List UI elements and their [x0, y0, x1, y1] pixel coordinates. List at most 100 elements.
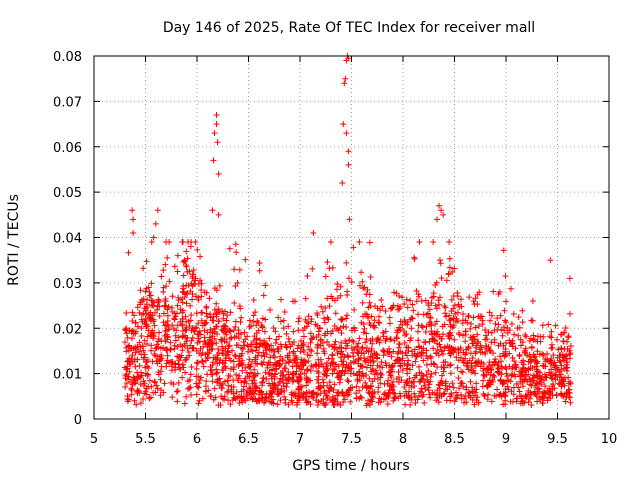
data-point — [360, 329, 367, 336]
data-point — [187, 391, 194, 398]
data-point — [148, 347, 155, 354]
data-point — [126, 327, 133, 334]
data-point — [452, 318, 459, 325]
data-point — [478, 344, 485, 351]
data-point — [388, 374, 395, 381]
data-point — [430, 290, 437, 297]
data-point — [403, 365, 410, 372]
data-point — [126, 342, 133, 349]
data-point — [526, 395, 533, 402]
data-point — [166, 239, 173, 246]
data-point — [566, 310, 573, 317]
data-point — [198, 287, 205, 294]
data-point — [405, 392, 412, 399]
data-point — [155, 336, 162, 343]
data-point — [253, 344, 260, 351]
data-point — [322, 305, 329, 312]
data-point — [365, 314, 372, 321]
data-point — [423, 347, 430, 354]
data-point — [528, 382, 535, 389]
data-point — [124, 334, 131, 341]
data-point — [472, 389, 479, 396]
data-point — [148, 280, 155, 287]
data-point — [377, 399, 384, 406]
data-point — [374, 370, 381, 377]
data-point — [326, 342, 333, 349]
data-point — [238, 331, 245, 338]
data-point — [364, 384, 371, 391]
data-point — [540, 389, 547, 396]
data-point — [509, 371, 516, 378]
data-point — [495, 321, 502, 328]
data-point — [502, 364, 509, 371]
data-point — [173, 388, 180, 395]
data-point — [396, 374, 403, 381]
data-point — [432, 302, 439, 309]
data-point — [413, 287, 420, 294]
data-point — [329, 370, 336, 377]
data-point — [214, 330, 221, 337]
data-point — [141, 390, 148, 397]
data-point — [183, 300, 190, 307]
data-point — [302, 316, 309, 323]
data-point — [487, 317, 494, 324]
data-point — [506, 337, 513, 344]
data-point — [366, 239, 373, 246]
data-point — [149, 298, 156, 305]
data-point — [467, 378, 474, 385]
data-point — [343, 259, 350, 266]
data-point — [243, 391, 250, 398]
data-point — [425, 387, 432, 394]
data-point — [427, 315, 434, 322]
data-point — [314, 401, 321, 408]
data-point — [179, 328, 186, 335]
data-point — [425, 367, 432, 374]
data-point — [566, 275, 573, 282]
data-point — [332, 338, 339, 345]
data-point — [188, 337, 195, 344]
data-point — [285, 323, 292, 330]
data-point — [370, 358, 377, 365]
data-point — [206, 349, 213, 356]
data-point — [171, 263, 178, 270]
data-point — [193, 391, 200, 398]
data-point — [451, 398, 458, 405]
data-point — [463, 399, 470, 406]
data-point — [448, 390, 455, 397]
data-point — [490, 372, 497, 379]
data-point — [293, 354, 300, 361]
data-point — [162, 302, 169, 309]
data-point — [382, 359, 389, 366]
x-tick-label: 6.5 — [238, 432, 259, 447]
data-point — [462, 393, 469, 400]
data-point — [460, 359, 467, 366]
data-point — [128, 385, 135, 392]
data-point — [194, 246, 201, 253]
data-point — [468, 369, 475, 376]
data-point — [421, 382, 428, 389]
data-point — [492, 356, 499, 363]
data-point — [548, 334, 555, 341]
data-point — [528, 402, 535, 409]
data-point — [142, 370, 149, 377]
data-point — [225, 388, 232, 395]
data-point — [124, 365, 131, 372]
data-point — [154, 353, 161, 360]
data-point — [388, 305, 395, 312]
data-point — [127, 345, 134, 352]
data-point — [183, 393, 190, 400]
data-point — [296, 374, 303, 381]
data-point — [345, 378, 352, 385]
data-point — [423, 311, 430, 318]
data-point — [310, 363, 317, 370]
data-point — [428, 300, 435, 307]
data-point — [323, 372, 330, 379]
data-point — [343, 130, 350, 137]
data-point — [345, 367, 352, 374]
y-tick-label: 0.01 — [53, 368, 82, 383]
data-point — [136, 362, 143, 369]
data-point — [251, 377, 258, 384]
data-point — [198, 317, 205, 324]
data-point — [253, 384, 260, 391]
data-point — [189, 296, 196, 303]
